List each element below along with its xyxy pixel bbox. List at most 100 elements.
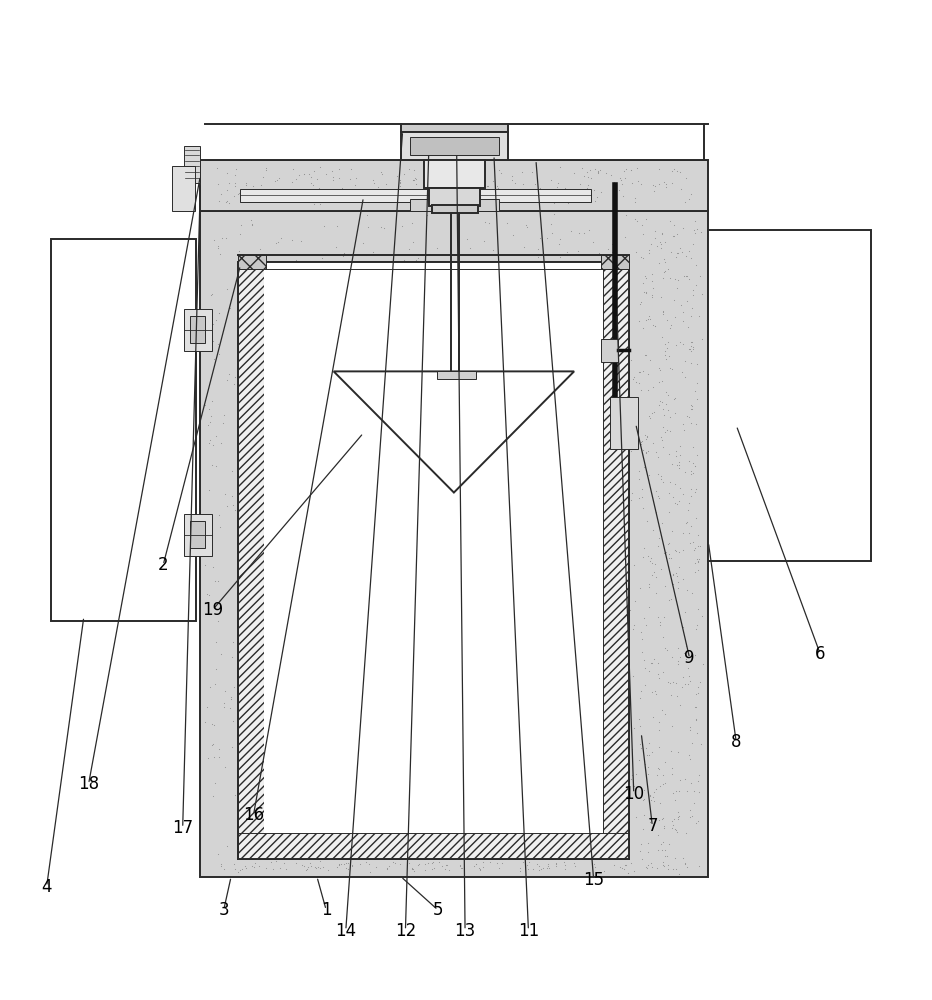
- Point: [425, 372, 440, 388]
- Point: [636, 821, 651, 837]
- Point: [295, 293, 309, 309]
- Point: [281, 652, 296, 668]
- Point: [271, 184, 286, 200]
- Point: [411, 298, 426, 314]
- Point: [317, 719, 332, 735]
- Point: [678, 825, 693, 841]
- Point: [477, 654, 492, 670]
- Point: [548, 299, 563, 315]
- Point: [383, 192, 398, 208]
- Point: [410, 539, 425, 555]
- Point: [487, 188, 501, 204]
- Point: [687, 222, 702, 238]
- Point: [572, 717, 587, 733]
- Point: [638, 270, 653, 286]
- Point: [688, 458, 703, 474]
- Text: 15: 15: [583, 871, 604, 889]
- Point: [385, 854, 400, 870]
- Point: [543, 616, 558, 632]
- Point: [270, 172, 285, 188]
- Point: [238, 508, 253, 524]
- Point: [338, 855, 353, 871]
- Point: [669, 568, 684, 584]
- Point: [230, 753, 245, 769]
- Point: [577, 345, 592, 361]
- Point: [499, 184, 514, 200]
- Point: [260, 673, 275, 689]
- Point: [342, 468, 357, 484]
- Point: [664, 687, 678, 703]
- Point: [653, 240, 668, 256]
- Point: [248, 442, 263, 458]
- Point: [470, 710, 485, 726]
- Point: [652, 362, 667, 378]
- Point: [617, 857, 632, 873]
- Point: [659, 384, 674, 400]
- Point: [339, 744, 354, 760]
- Point: [633, 436, 648, 452]
- Point: [634, 624, 649, 640]
- Point: [525, 630, 540, 646]
- Point: [418, 641, 432, 657]
- Point: [657, 640, 672, 656]
- Point: [411, 781, 426, 797]
- Point: [457, 513, 472, 529]
- Point: [584, 855, 599, 871]
- Point: [545, 514, 560, 530]
- Point: [421, 466, 436, 482]
- Point: [668, 565, 683, 581]
- Point: [273, 500, 288, 516]
- Point: [579, 294, 594, 310]
- Point: [685, 339, 700, 355]
- Point: [267, 787, 282, 803]
- Point: [477, 712, 492, 728]
- Point: [483, 286, 498, 302]
- Point: [411, 460, 426, 476]
- Point: [680, 514, 695, 530]
- Point: [491, 451, 506, 467]
- Point: [638, 677, 653, 693]
- Point: [298, 862, 313, 878]
- Point: [594, 371, 609, 387]
- Point: [683, 463, 698, 479]
- Point: [250, 816, 265, 832]
- Point: [682, 809, 697, 825]
- Point: [651, 722, 666, 738]
- Point: [594, 299, 609, 315]
- Point: [325, 169, 340, 185]
- Point: [226, 679, 241, 695]
- Point: [666, 391, 681, 407]
- Point: [534, 665, 549, 681]
- Point: [651, 714, 666, 730]
- Point: [366, 371, 381, 387]
- Point: [655, 306, 670, 322]
- Point: [289, 487, 304, 503]
- Point: [288, 171, 303, 187]
- Point: [545, 264, 560, 280]
- Bar: [601, 255, 629, 269]
- Point: [594, 184, 609, 200]
- Point: [495, 636, 510, 652]
- Point: [411, 671, 426, 687]
- Point: [539, 381, 554, 397]
- Point: [560, 195, 575, 211]
- Point: [418, 862, 432, 878]
- Point: [610, 381, 624, 397]
- Point: [240, 191, 254, 207]
- Point: [278, 687, 293, 703]
- Point: [475, 808, 490, 824]
- Point: [692, 858, 706, 874]
- Point: [496, 318, 511, 334]
- Point: [208, 676, 223, 692]
- Point: [686, 236, 701, 252]
- Point: [285, 308, 300, 324]
- Point: [445, 193, 460, 209]
- Point: [301, 378, 316, 394]
- Text: 19: 19: [202, 601, 223, 619]
- Point: [690, 554, 705, 570]
- Point: [469, 500, 484, 516]
- Point: [225, 488, 240, 504]
- Point: [556, 854, 571, 870]
- Point: [664, 550, 678, 566]
- Point: [671, 559, 686, 575]
